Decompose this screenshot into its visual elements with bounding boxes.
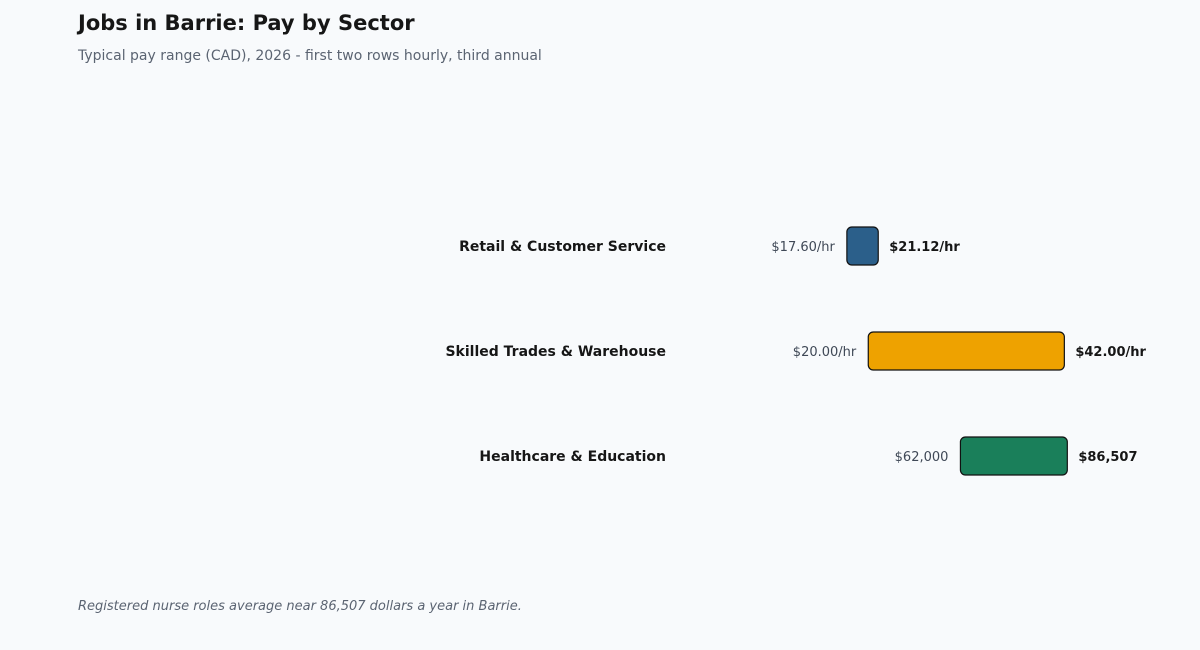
high-value-label: $21.12/hr (889, 240, 960, 255)
chart-subtitle: Typical pay range (CAD), 2026 - first tw… (78, 48, 542, 64)
low-value-label: $17.60/hr (771, 240, 835, 255)
low-value-label: $20.00/hr (793, 345, 857, 360)
range-bar (846, 226, 879, 266)
category-label: Healthcare & Education (479, 449, 666, 465)
high-value-label: $42.00/hr (1075, 345, 1146, 360)
low-value-label: $62,000 (895, 450, 949, 465)
range-bar (959, 436, 1068, 476)
category-label: Skilled Trades & Warehouse (445, 344, 666, 360)
high-value-label: $86,507 (1078, 450, 1137, 465)
category-label: Retail & Customer Service (459, 239, 666, 255)
range-bar (867, 331, 1065, 371)
chart-title: Jobs in Barrie: Pay by Sector (78, 11, 415, 35)
chart-footnote: Registered nurse roles average near 86,5… (78, 599, 522, 614)
